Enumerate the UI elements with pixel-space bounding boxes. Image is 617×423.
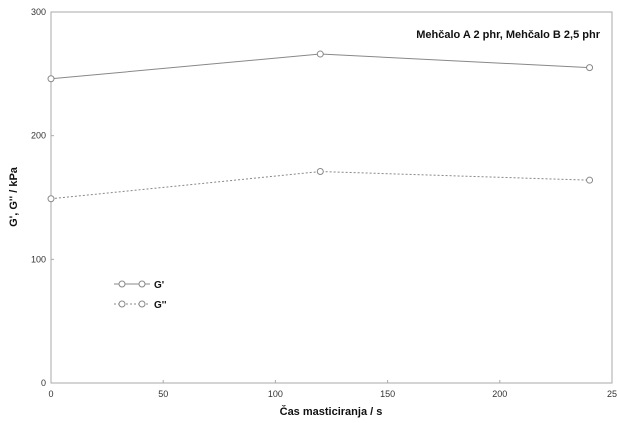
chart-annotation: Mehčalo A 2 phr, Mehčalo B 2,5 phr bbox=[416, 29, 601, 41]
legend-marker bbox=[118, 280, 126, 288]
data-point bbox=[316, 50, 324, 58]
series-layer bbox=[47, 50, 594, 203]
x-tick-label: 100 bbox=[268, 389, 283, 399]
data-point bbox=[586, 176, 594, 184]
x-tick-label: 0 bbox=[48, 389, 53, 399]
x-tick-label: 200 bbox=[492, 389, 507, 399]
data-point bbox=[316, 168, 324, 176]
series-line-2 bbox=[50, 171, 590, 200]
legend-marker bbox=[118, 300, 126, 308]
x-tick-label: 150 bbox=[380, 389, 395, 399]
plot-frame bbox=[50, 11, 613, 384]
series-line-1 bbox=[50, 53, 590, 80]
data-point bbox=[47, 195, 55, 203]
legend-label: G'' bbox=[154, 300, 167, 311]
y-tick-label: 0 bbox=[41, 378, 46, 388]
legend-label: G' bbox=[154, 280, 164, 291]
legend-marker bbox=[138, 300, 146, 308]
data-point bbox=[47, 75, 55, 83]
data-point bbox=[586, 64, 594, 72]
x-tick-label: 25 bbox=[607, 389, 617, 399]
x-axis-title: Čas masticiranja / s bbox=[280, 405, 383, 418]
y-tick-label: 300 bbox=[31, 7, 46, 17]
y-axis-title: G', G'' / kPa bbox=[8, 166, 20, 227]
legend: G' G'' bbox=[114, 280, 167, 311]
y-tick-label: 100 bbox=[31, 254, 46, 264]
x-tick-label: 50 bbox=[158, 389, 168, 399]
y-tick-label: 200 bbox=[31, 131, 46, 141]
legend-marker bbox=[138, 280, 146, 288]
